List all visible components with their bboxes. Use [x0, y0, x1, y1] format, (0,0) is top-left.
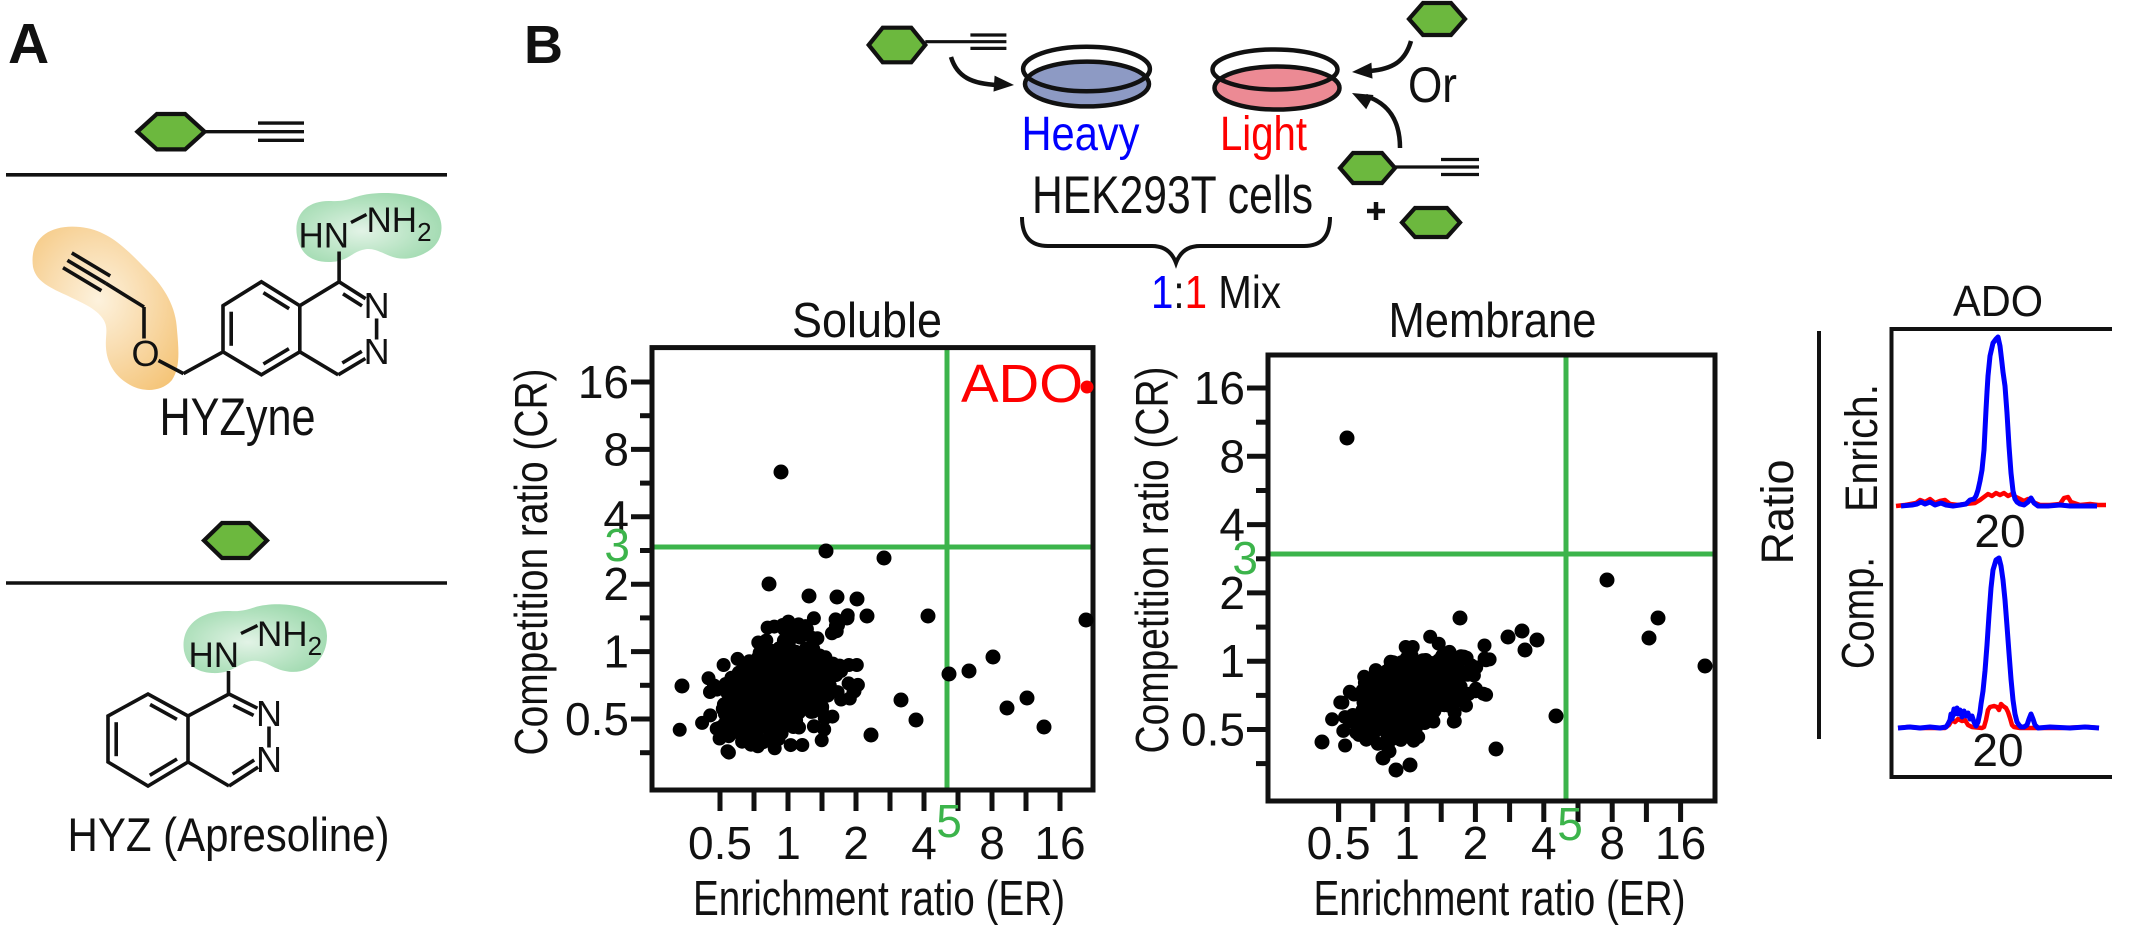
- svg-text:N: N: [256, 739, 282, 780]
- svg-text:Light: Light: [1220, 108, 1307, 161]
- svg-text:3: 3: [604, 519, 630, 571]
- svg-text:2: 2: [603, 558, 629, 610]
- svg-text:Membrane: Membrane: [1389, 294, 1597, 348]
- svg-text:Ratio: Ratio: [1752, 459, 1803, 564]
- svg-text:8: 8: [1219, 430, 1245, 482]
- svg-text:HYZyne: HYZyne: [160, 388, 316, 447]
- svg-text:HN: HN: [298, 217, 349, 256]
- svg-text:Enrichment ratio (ER): Enrichment ratio (ER): [1314, 872, 1686, 926]
- svg-text:20: 20: [1974, 505, 2025, 557]
- svg-text:N: N: [364, 285, 390, 326]
- svg-text:20: 20: [1972, 724, 2023, 776]
- svg-text:ADO: ADO: [961, 354, 1083, 414]
- svg-text:1: 1: [1394, 817, 1420, 869]
- svg-text:5: 5: [936, 795, 962, 847]
- svg-text:Comp.: Comp.: [1833, 557, 1884, 669]
- svg-text:NH2: NH2: [257, 615, 322, 661]
- svg-text:0.5: 0.5: [1307, 817, 1371, 869]
- svg-text:ADO: ADO: [1953, 277, 2043, 326]
- svg-text:Or: Or: [1408, 57, 1457, 113]
- svg-text:Soluble: Soluble: [792, 294, 942, 348]
- svg-text:Competition ratio (CR): Competition ratio (CR): [505, 369, 557, 756]
- svg-text:N: N: [364, 331, 390, 372]
- svg-text:2: 2: [1219, 567, 1245, 619]
- svg-text:4: 4: [1531, 817, 1557, 869]
- svg-text:4: 4: [603, 491, 629, 543]
- svg-text:16: 16: [1194, 362, 1245, 414]
- svg-text:Enrich.: Enrich.: [1836, 384, 1887, 512]
- svg-text:Heavy: Heavy: [1022, 108, 1140, 161]
- svg-text:8: 8: [1599, 817, 1625, 869]
- svg-text:1: 1: [1219, 635, 1245, 687]
- svg-text:8: 8: [603, 423, 629, 475]
- svg-text:4: 4: [911, 817, 937, 869]
- svg-text:2: 2: [843, 817, 869, 869]
- svg-text:16: 16: [578, 356, 629, 408]
- svg-text:16: 16: [1655, 817, 1706, 869]
- svg-text:1: 1: [603, 626, 629, 678]
- svg-text:5: 5: [1557, 798, 1583, 850]
- svg-text:A: A: [8, 12, 49, 76]
- svg-text:Enrichment ratio (ER): Enrichment ratio (ER): [693, 872, 1065, 926]
- svg-text:HEK293T cells: HEK293T cells: [1032, 166, 1313, 225]
- svg-text:O: O: [131, 333, 159, 374]
- svg-text:N: N: [256, 693, 282, 734]
- svg-text:4: 4: [1219, 499, 1245, 551]
- svg-text:1:1 Mix: 1:1 Mix: [1151, 266, 1281, 318]
- svg-text:0.5: 0.5: [688, 817, 752, 869]
- svg-text:16: 16: [1034, 817, 1085, 869]
- svg-text:3: 3: [1232, 532, 1258, 584]
- svg-text:B: B: [524, 15, 563, 75]
- svg-text:HYZ (Apresoline): HYZ (Apresoline): [68, 808, 390, 861]
- svg-text:1: 1: [775, 817, 801, 869]
- svg-text:Competition ratio (CR): Competition ratio (CR): [1126, 367, 1178, 754]
- svg-text:HN: HN: [188, 636, 239, 675]
- svg-text:0.5: 0.5: [1181, 704, 1245, 756]
- svg-text:2: 2: [1463, 817, 1489, 869]
- svg-text:0.5: 0.5: [565, 693, 629, 745]
- svg-text:8: 8: [979, 817, 1005, 869]
